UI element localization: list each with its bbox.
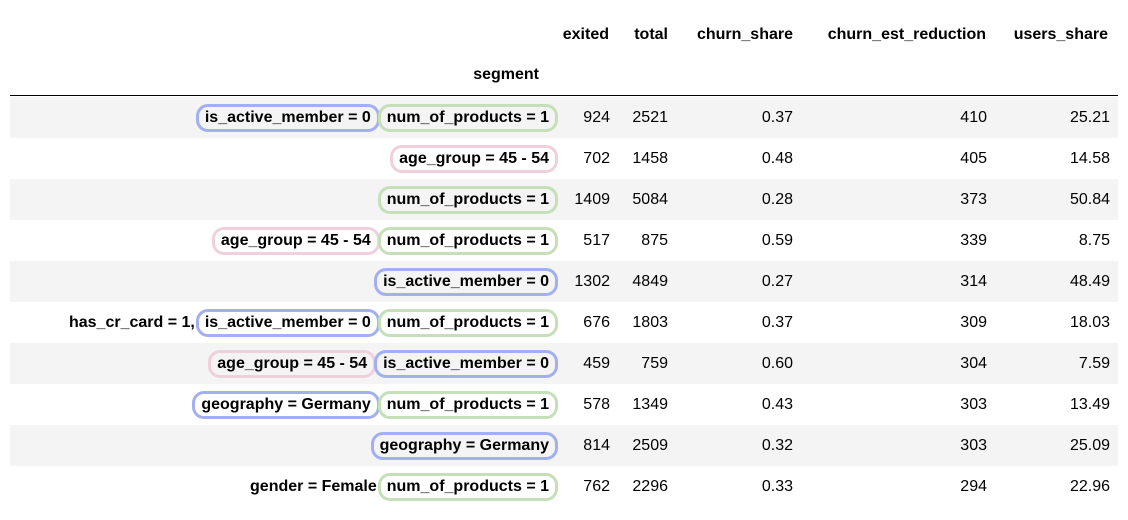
segment-cell: has_cr_card = 1, is_active_member = 0 num_… [68, 302, 558, 343]
churn-est-reduction-cell: 373 [960, 191, 987, 208]
churn-est-reduction-cell: 339 [960, 232, 987, 249]
segment-condition-chip: is_active_member = 0 [195, 308, 380, 337]
churn-share-cell: 0.32 [761, 437, 793, 454]
churn-share-cell: 0.59 [761, 232, 793, 249]
churn-share-cell: 0.37 [761, 314, 793, 331]
table-row: geography = Germany num_of_products = 1 57… [10, 384, 1118, 425]
segment-condition-chip: is_active_member = 0 [195, 103, 380, 132]
table-row: has_cr_card = 1, is_active_member = 0 num_… [10, 302, 1118, 343]
exited-cell: 459 [583, 355, 610, 372]
exited-cell: 924 [583, 109, 610, 126]
table-row: age_group = 45 - 54 num_of_products = 1 51… [10, 220, 1118, 261]
churn-est-reduction-cell: 303 [960, 437, 987, 454]
table-header: exited total churn_share churn_est_reduc… [0, 17, 1128, 53]
segment-condition-chip: num_of_products = 1 [377, 390, 558, 419]
segment-condition-chip: is_active_member = 0 [374, 267, 558, 296]
users-share-cell: 13.49 [1069, 396, 1110, 413]
column-header-churn-share: churn_share [696, 26, 793, 43]
segment-cell: age_group = 45 - 54 num_of_products = 1 [211, 220, 558, 261]
segment-condition-chip: num_of_products = 1 [377, 308, 558, 337]
exited-cell: 517 [583, 232, 610, 249]
table-row: geography = Germany 814 2509 0.32 303 25.09 [10, 425, 1118, 466]
total-cell: 2521 [632, 109, 668, 126]
segment-condition-chip: age_group = 45 - 54 [211, 226, 380, 255]
segment-condition-chip: geography = Germany [192, 390, 380, 419]
total-cell: 2509 [632, 437, 668, 454]
churn-est-reduction-cell: 294 [960, 478, 987, 495]
churn-share-cell: 0.60 [761, 355, 793, 372]
segment-cell: gender = Female num_of_products = 1 [250, 466, 558, 507]
segment-cell: is_active_member = 0 [374, 261, 558, 302]
users-share-cell: 14.58 [1069, 150, 1110, 167]
table-row: age_group = 45 - 54 702 1458 0.48 405 14.58 [10, 138, 1118, 179]
total-cell: 2296 [632, 478, 668, 495]
segment-cell: geography = Germany num_of_products = 1 [192, 384, 558, 425]
churn-share-cell: 0.43 [761, 396, 793, 413]
users-share-cell: 50.84 [1069, 191, 1110, 208]
segment-condition-chip: geography = Germany [370, 431, 558, 460]
column-header-exited: exited [562, 26, 609, 43]
table-row: is_active_member = 0 num_of_products = 1 9… [10, 97, 1118, 138]
exited-cell: 578 [583, 396, 610, 413]
total-cell: 1803 [632, 314, 668, 331]
churn-share-cell: 0.33 [761, 478, 793, 495]
churn-est-reduction-cell: 303 [960, 396, 987, 413]
segment-condition-chip: num_of_products = 1 [377, 472, 558, 501]
churn-share-cell: 0.48 [761, 150, 793, 167]
segment-cell: geography = Germany [370, 425, 558, 466]
total-cell: 1349 [632, 396, 668, 413]
segment-condition-chip: is_active_member = 0 [374, 349, 558, 378]
churn-est-reduction-cell: 314 [960, 273, 987, 290]
users-share-cell: 25.21 [1069, 109, 1110, 126]
total-cell: 759 [641, 355, 668, 372]
column-header-users-share: users_share [1013, 26, 1108, 43]
index-name-segment: segment [473, 66, 539, 83]
churn-share-cell: 0.27 [761, 273, 793, 290]
users-share-cell: 7.59 [1078, 355, 1110, 372]
exited-cell: 1302 [574, 273, 610, 290]
churn-est-reduction-cell: 410 [960, 109, 987, 126]
churn-est-reduction-cell: 405 [960, 150, 987, 167]
segment-condition-chip: num_of_products = 1 [377, 103, 558, 132]
churn-est-reduction-cell: 309 [960, 314, 987, 331]
exited-cell: 762 [583, 478, 610, 495]
segment-condition-chip: num_of_products = 1 [377, 185, 558, 214]
users-share-cell: 48.49 [1069, 273, 1110, 290]
segment-cell: is_active_member = 0 num_of_products = 1 [195, 97, 558, 138]
table-row: age_group = 45 - 54 is_active_member = 0 4… [10, 343, 1118, 384]
users-share-cell: 8.75 [1078, 232, 1110, 249]
exited-cell: 1409 [574, 191, 610, 208]
table-row: gender = Female num_of_products = 1 762 229… [10, 466, 1118, 507]
churn-share-cell: 0.28 [761, 191, 793, 208]
total-cell: 1458 [632, 150, 668, 167]
users-share-cell: 22.96 [1069, 478, 1110, 495]
segment-cell: age_group = 45 - 54 [390, 138, 558, 179]
segment-condition-chip: gender = Female [250, 477, 377, 495]
column-header-total: total [634, 26, 668, 43]
exited-cell: 702 [583, 150, 610, 167]
column-header-churn-est-reduction: churn_est_reduction [827, 26, 986, 43]
churn-est-reduction-cell: 304 [960, 355, 987, 372]
users-share-cell: 18.03 [1069, 314, 1110, 331]
total-cell: 4849 [632, 273, 668, 290]
exited-cell: 814 [583, 437, 610, 454]
segment-condition-chip: has_cr_card = 1, [68, 313, 195, 331]
exited-cell: 676 [583, 314, 610, 331]
users-share-cell: 25.09 [1069, 437, 1110, 454]
total-cell: 5084 [632, 191, 668, 208]
table-row: num_of_products = 1 1409 5084 0.28 373 50.84 [10, 179, 1118, 220]
segment-condition-chip: age_group = 45 - 54 [390, 144, 558, 173]
segment-condition-chip: num_of_products = 1 [377, 226, 558, 255]
table-row: is_active_member = 0 1302 4849 0.27 314 48.49 [10, 261, 1118, 302]
segment-condition-chip: age_group = 45 - 54 [208, 349, 377, 378]
segment-cell: num_of_products = 1 [377, 179, 558, 220]
total-cell: 875 [641, 232, 668, 249]
header-divider [10, 95, 1118, 96]
segment-cell: age_group = 45 - 54 is_active_member = 0 [208, 343, 558, 384]
churn-share-cell: 0.37 [761, 109, 793, 126]
